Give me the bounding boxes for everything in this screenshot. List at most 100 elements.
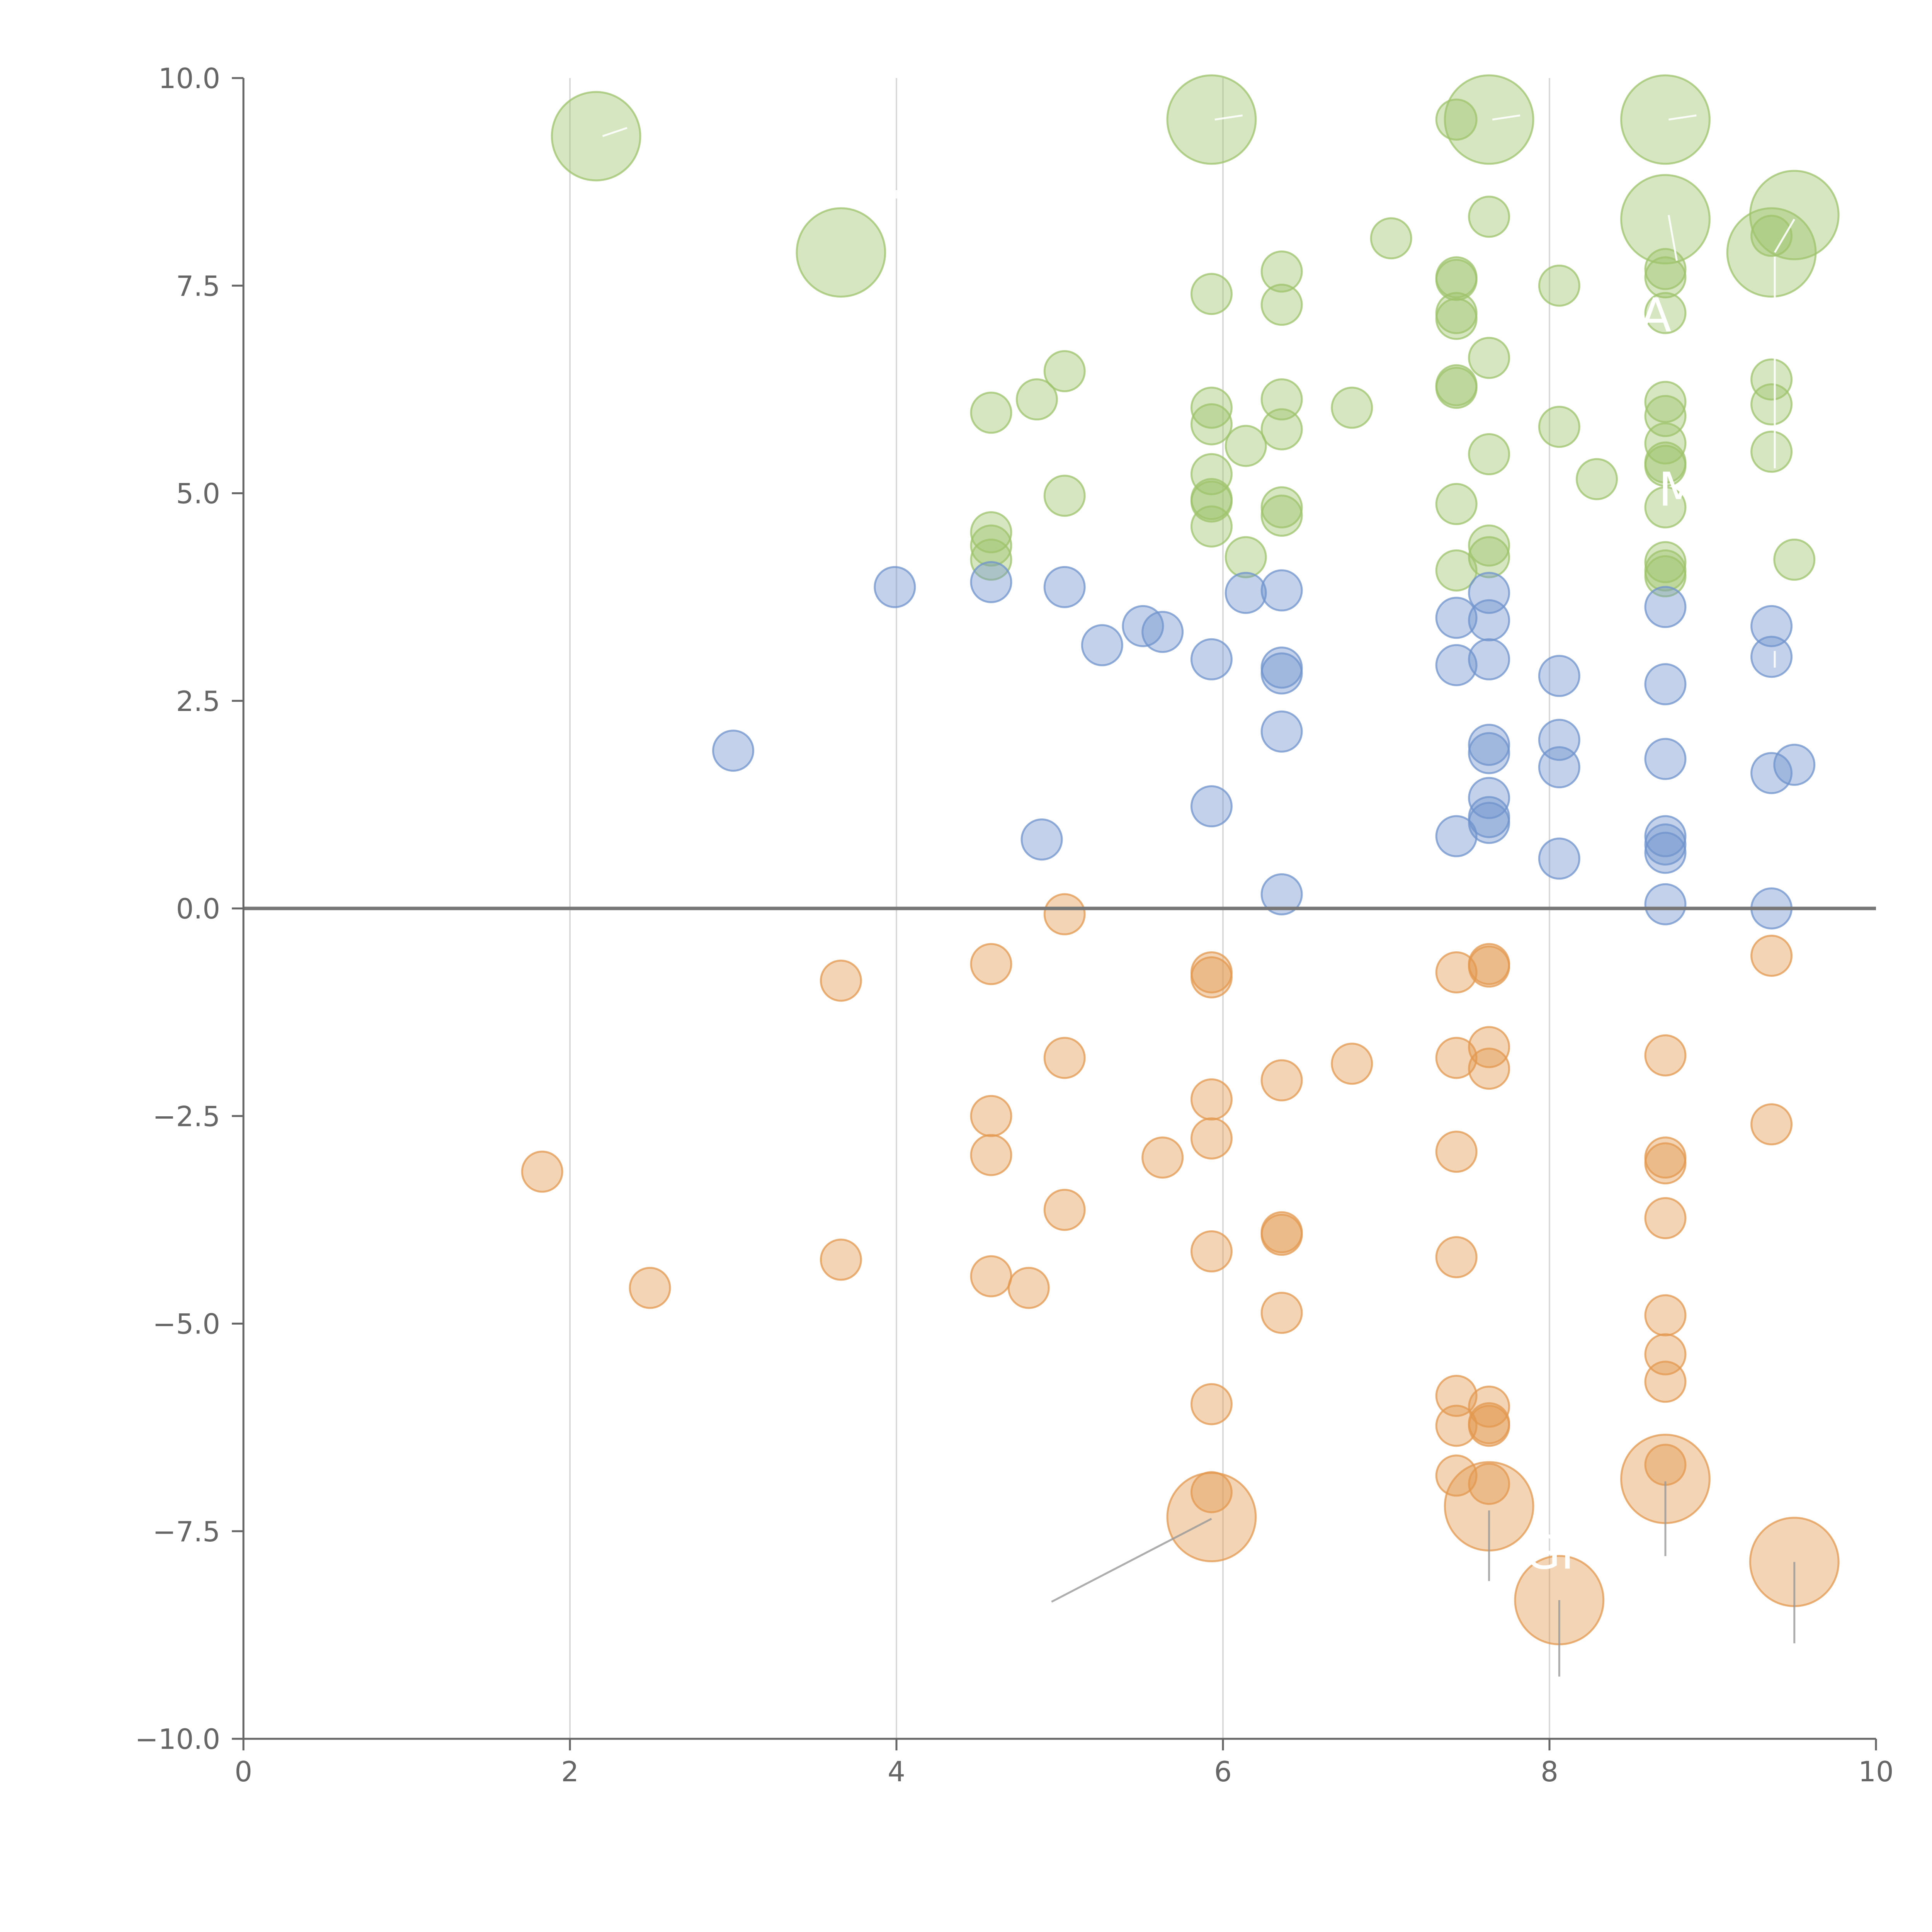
point-orange-4 [1190, 956, 1233, 998]
point-green-45 [1576, 458, 1618, 500]
point-orange-37 [1644, 1294, 1687, 1337]
y-tick-label-1: −7.5 [153, 1515, 220, 1548]
point-orange-7 [1468, 945, 1510, 988]
point-orange-2 [970, 943, 1012, 985]
point-green-8 [1435, 98, 1478, 141]
point-blue-34 [1644, 738, 1687, 780]
point-blue-1 [970, 561, 1012, 603]
leader-line-12 [1667, 215, 1678, 261]
point-green-22 [1750, 214, 1793, 257]
y-tick-label-8: 10.0 [158, 62, 220, 95]
point-orange-45 [1190, 1383, 1233, 1425]
point-annotation-2: A [1640, 289, 1672, 342]
point-green-59 [1468, 536, 1510, 578]
point-blue-0 [874, 566, 916, 608]
leader-line-6 [1214, 114, 1243, 121]
point-green-20 [1644, 256, 1687, 299]
point-green-37 [1538, 406, 1580, 448]
point-orange-8 [1750, 934, 1793, 977]
point-green-55 [970, 524, 1012, 567]
point-green-35 [1644, 381, 1687, 423]
leader-line-0 [1051, 1518, 1212, 1603]
leader-layer [602, 114, 1796, 1677]
point-green-3 [1444, 74, 1534, 165]
y-tick-label-3: −2.5 [153, 1100, 220, 1133]
point-green-31 [1190, 386, 1233, 429]
point-green-7 [1749, 170, 1840, 260]
point-blue-2 [1043, 566, 1086, 608]
point-orange-9 [1043, 1037, 1086, 1079]
point-orange-11 [1260, 1059, 1303, 1102]
point-orange-50 [1166, 1472, 1257, 1563]
point-green-15 [1190, 273, 1233, 315]
x-tick-label-4: 8 [1541, 1755, 1558, 1788]
point-orange-5 [1435, 951, 1478, 993]
point-blue-19 [1644, 663, 1687, 706]
y-tick-label-2: −5.0 [153, 1308, 220, 1340]
point-green-11 [1260, 250, 1303, 293]
point-green-32 [1190, 403, 1233, 446]
point-green-57 [1225, 536, 1267, 578]
point-annotation-3: ′ [1743, 1514, 1754, 1567]
point-green-27 [1015, 378, 1058, 421]
point-green-2 [1166, 74, 1257, 165]
point-orange-21 [1435, 1131, 1478, 1173]
point-orange-12 [1435, 1037, 1478, 1079]
point-orange-41 [1435, 1405, 1478, 1447]
point-orange-33 [629, 1267, 671, 1309]
point-green-65 [1773, 538, 1816, 581]
y-tick-label-5: 2.5 [176, 685, 220, 718]
point-blue-16 [1468, 638, 1510, 680]
point-orange-44 [1468, 1405, 1510, 1447]
point-green-47 [1043, 474, 1086, 517]
point-blue-31 [1468, 802, 1510, 844]
point-blue-29 [1468, 777, 1510, 819]
point-blue-32 [1435, 815, 1478, 857]
point-orange-13 [1468, 1026, 1510, 1068]
point-blue-21 [1750, 636, 1793, 678]
point-orange-36 [1260, 1292, 1303, 1334]
point-green-14 [1538, 264, 1580, 307]
point-blue-6 [1190, 638, 1233, 680]
point-green-53 [1190, 505, 1233, 548]
labels-layer: GI M A ′ ′ [1525, 73, 1754, 1580]
leader-line-8 [1668, 114, 1697, 121]
point-orange-39 [1644, 1361, 1687, 1403]
point-blue-38 [1644, 883, 1687, 925]
point-blue-26 [1468, 732, 1510, 774]
point-green-38 [1644, 422, 1687, 465]
point-orange-0 [1043, 893, 1086, 935]
y-tick-label-6: 5.0 [176, 478, 220, 510]
point-blue-17 [1538, 655, 1580, 697]
point-blue-5 [1081, 624, 1123, 667]
point-orange-16 [1190, 1078, 1233, 1121]
point-orange-15 [1644, 1034, 1687, 1077]
point-orange-20 [1141, 1136, 1184, 1179]
x-tick-label-5: 10 [1858, 1755, 1894, 1788]
x-tick-label-3: 6 [1214, 1755, 1232, 1788]
point-orange-23 [1644, 1142, 1687, 1185]
point-green-28 [970, 391, 1012, 434]
point-green-18 [1435, 298, 1478, 340]
point-green-58 [1468, 524, 1510, 567]
point-orange-18 [970, 1134, 1012, 1176]
point-blue-12 [1435, 597, 1478, 639]
point-blue-28 [1538, 746, 1580, 789]
point-orange-42 [1468, 1385, 1510, 1428]
point-green-0 [551, 91, 641, 182]
point-blue-22 [712, 730, 754, 772]
point-orange-48 [1468, 1463, 1510, 1505]
point-green-34 [1225, 425, 1267, 467]
axes-layer: 0 2 4 6 8 10 −10.0 −7.5 −5.0 −2.5 0.0 2.5 5.0 7.5 10.0 [135, 62, 1893, 1788]
point-green-26 [1043, 350, 1086, 393]
x-tick-label-1: 2 [561, 1755, 579, 1788]
point-blue-7 [1225, 571, 1267, 614]
point-blue-20 [1750, 605, 1793, 647]
point-blue-13 [1435, 644, 1478, 686]
point-green-21 [1644, 292, 1687, 334]
point-green-5 [1620, 174, 1711, 265]
point-blue-42 [1260, 873, 1303, 915]
point-green-63 [1644, 555, 1687, 597]
point-green-4 [1620, 74, 1711, 165]
y-tick-label-0: −10.0 [135, 1723, 220, 1755]
